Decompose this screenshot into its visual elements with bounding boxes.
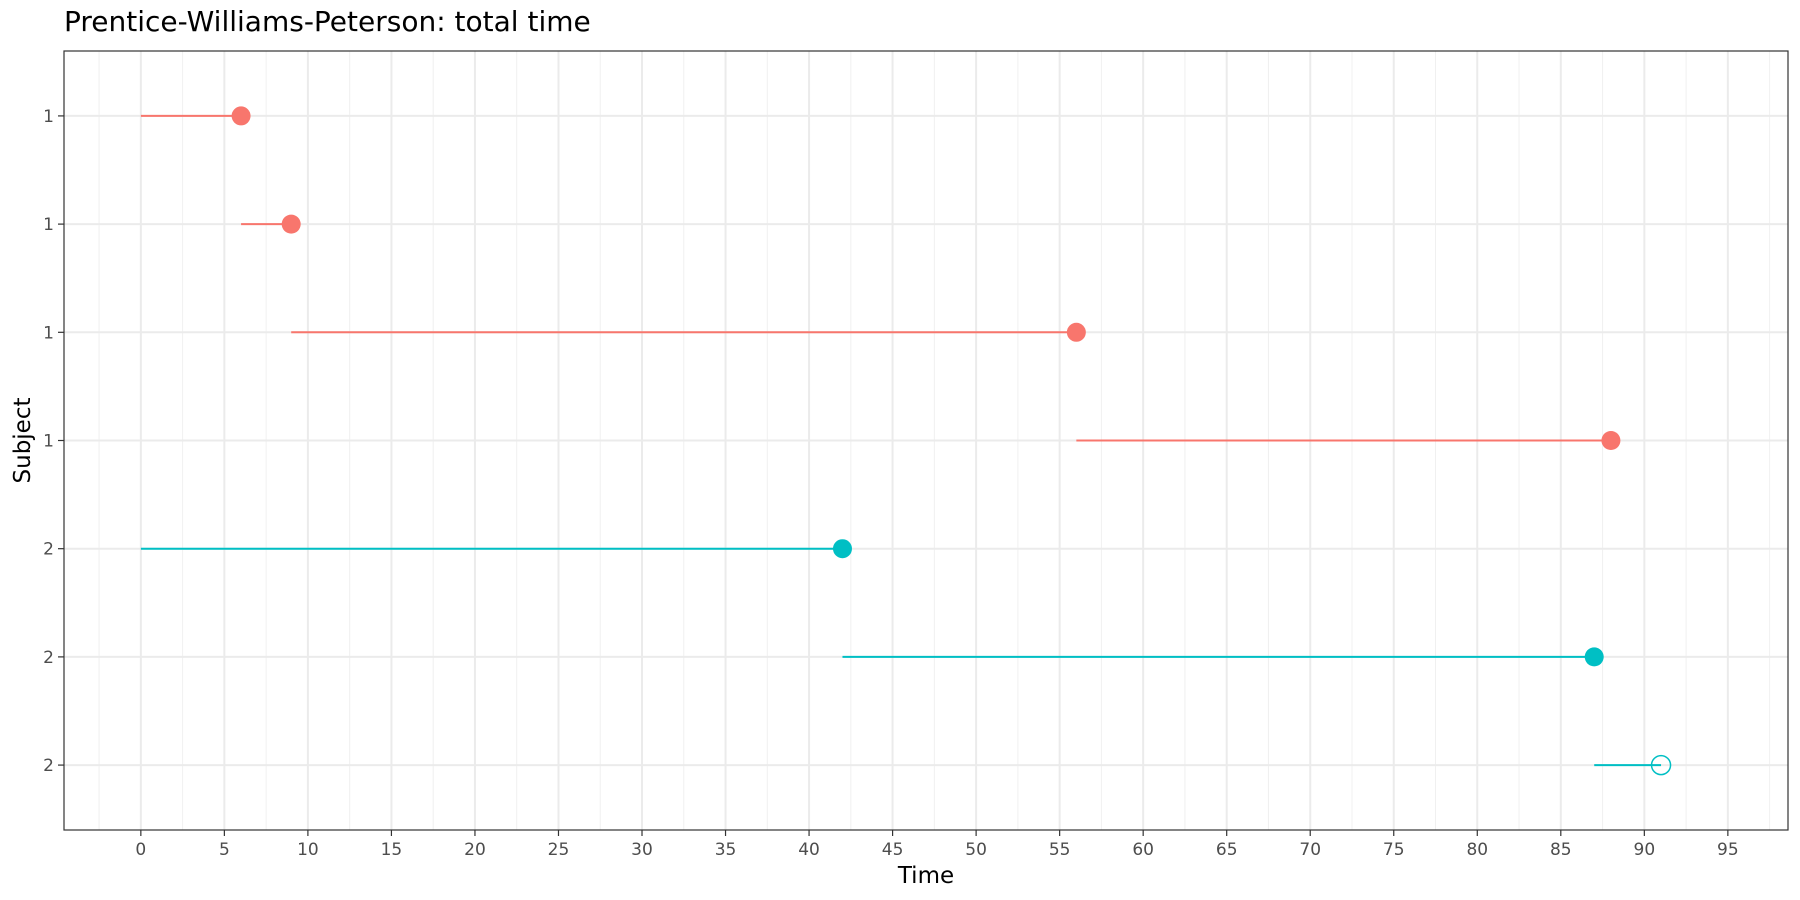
x-tick-label: 5 — [219, 840, 230, 860]
x-tick-label: 25 — [548, 840, 570, 860]
censored-point — [1650, 754, 1672, 776]
y-tick-label: 1 — [43, 432, 54, 452]
x-tick-label: 85 — [1550, 840, 1572, 860]
y-tick-label: 2 — [43, 540, 54, 560]
x-tick-label: 45 — [882, 840, 904, 860]
segments — [140, 114, 1662, 767]
y-tick-label: 1 — [43, 215, 54, 235]
x-tick-label: 0 — [135, 840, 146, 860]
x-tick-label: 60 — [1132, 840, 1154, 860]
x-axis: 0 5 10 15 20 25 30 35 40 45 50 55 60 65 70 75 80 85 90 95 — [135, 830, 1739, 860]
x-tick-label: 20 — [464, 840, 486, 860]
y-tick-label: 2 — [43, 756, 54, 776]
x-axis-title: Time — [897, 863, 954, 889]
x-tick-label: 90 — [1634, 840, 1656, 860]
x-tick-label: 35 — [715, 840, 737, 860]
x-tick-label: 65 — [1216, 840, 1238, 860]
x-tick-label: 10 — [297, 840, 319, 860]
event-point — [1584, 647, 1604, 667]
x-tick-label: 50 — [965, 840, 987, 860]
event-point — [1066, 322, 1086, 342]
x-tick-label: 95 — [1717, 840, 1739, 860]
y-tick-label: 1 — [43, 323, 54, 343]
event-point — [832, 539, 852, 559]
chart-title: Prentice-Williams-Peterson: total time — [64, 5, 591, 38]
x-tick-label: 15 — [381, 840, 403, 860]
x-tick-label: 55 — [1049, 840, 1071, 860]
event-point — [1601, 431, 1621, 450]
event-point — [281, 214, 301, 234]
x-tick-label: 40 — [798, 840, 820, 860]
y-axis-title: Subject — [10, 398, 36, 484]
event-points — [231, 106, 1672, 776]
event-point — [231, 106, 251, 126]
x-tick-label: 75 — [1383, 840, 1405, 860]
x-tick-label: 70 — [1299, 840, 1321, 860]
y-tick-label: 1 — [43, 107, 54, 127]
y-tick-label: 2 — [43, 648, 54, 668]
x-tick-label: 80 — [1466, 840, 1488, 860]
x-tick-label: 30 — [631, 840, 653, 860]
y-axis: 1 1 1 1 2 2 2 — [43, 107, 64, 776]
